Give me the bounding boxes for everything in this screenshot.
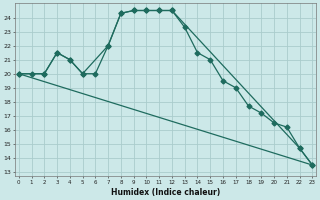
- X-axis label: Humidex (Indice chaleur): Humidex (Indice chaleur): [111, 188, 220, 197]
